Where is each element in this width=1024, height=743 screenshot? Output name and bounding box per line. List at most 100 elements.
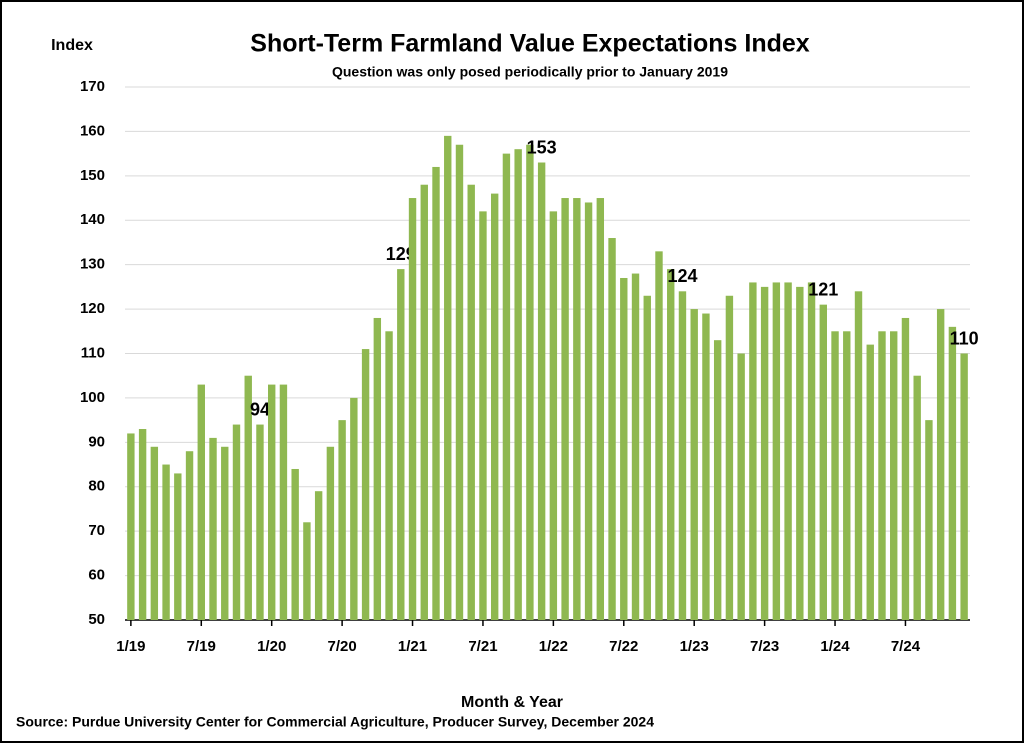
bar — [702, 313, 710, 620]
bar — [303, 522, 311, 620]
bar — [584, 202, 593, 620]
bar — [256, 424, 264, 620]
bar — [385, 331, 393, 620]
bar — [514, 149, 522, 620]
bar — [737, 353, 745, 620]
bar — [596, 198, 605, 620]
bar — [209, 437, 217, 620]
bar — [561, 198, 569, 620]
x-tick-label: 1/23 — [680, 638, 709, 655]
x-tick-label: 7/20 — [328, 638, 357, 655]
y-tick-label: 100 — [80, 389, 105, 406]
bar — [620, 277, 628, 620]
y-tick-label: 80 — [88, 478, 105, 495]
bar — [174, 473, 182, 620]
x-tick-label: 7/19 — [187, 638, 216, 655]
bar — [397, 269, 405, 620]
y-tick-label: 150 — [80, 167, 105, 184]
y-tick-label: 130 — [80, 256, 105, 273]
bar — [361, 349, 370, 620]
bar — [268, 384, 276, 620]
bar — [784, 282, 792, 620]
x-tick-label: 7/24 — [891, 638, 921, 655]
bar — [432, 166, 440, 620]
bar — [138, 429, 147, 620]
bar — [796, 286, 804, 620]
bar — [925, 420, 933, 620]
bar — [279, 384, 288, 620]
bar — [807, 282, 816, 620]
bar — [162, 464, 170, 620]
bar — [678, 291, 687, 620]
data-label: 129 — [386, 244, 416, 264]
bar — [467, 184, 475, 620]
bar — [444, 135, 452, 620]
bar — [890, 331, 898, 620]
bar — [221, 446, 229, 620]
bar — [843, 331, 851, 620]
x-axis-label: Month & Year — [461, 694, 563, 711]
bar — [866, 344, 874, 620]
y-tick-label: 70 — [88, 522, 105, 539]
x-tick-label: 1/20 — [257, 638, 286, 655]
bar — [326, 446, 335, 620]
y-tick-label: 110 — [81, 344, 105, 361]
bar — [185, 451, 194, 620]
x-tick-label: 7/23 — [750, 638, 779, 655]
x-tick-label: 1/22 — [539, 638, 568, 655]
x-tick-label: 7/22 — [609, 638, 638, 655]
chart-title: Short-Term Farmland Value Expectations I… — [250, 30, 809, 58]
y-tick-label: 170 — [80, 78, 105, 95]
bar — [373, 317, 382, 620]
bar — [314, 491, 323, 620]
bar — [643, 295, 651, 620]
bar — [479, 211, 487, 620]
bar — [232, 424, 241, 620]
bar — [608, 238, 616, 620]
data-label: 153 — [527, 137, 557, 157]
bar — [502, 153, 511, 620]
bar — [408, 198, 417, 620]
bar — [420, 184, 428, 620]
bar — [526, 144, 534, 620]
bar — [831, 331, 839, 620]
bar — [690, 309, 698, 620]
x-tick-label: 1/21 — [398, 638, 427, 655]
bar — [948, 326, 957, 620]
bar — [760, 286, 769, 620]
y-tick-label: 60 — [88, 567, 105, 584]
y-tick-label: 90 — [88, 433, 105, 450]
x-tick-label: 1/24 — [820, 638, 850, 655]
chart-subtitle: Question was only posed periodically pri… — [332, 64, 728, 80]
y-tick-label: 50 — [88, 611, 105, 628]
source-note: Source: Purdue University Center for Com… — [16, 714, 654, 730]
bar — [338, 420, 346, 620]
y-tick-label: 160 — [80, 122, 105, 139]
y-tick-label: 120 — [80, 300, 105, 317]
bar — [819, 304, 827, 620]
bar — [667, 269, 675, 620]
bar — [291, 468, 299, 620]
bar — [490, 193, 499, 620]
bar — [960, 353, 968, 620]
data-label: 110 — [950, 328, 979, 348]
y-tick-label: 140 — [80, 211, 105, 228]
data-label: 94 — [250, 399, 270, 419]
bar — [455, 144, 464, 620]
bar — [713, 340, 722, 620]
bar — [913, 375, 921, 620]
bar — [631, 273, 640, 620]
bar — [350, 397, 358, 620]
bar — [150, 446, 159, 620]
data-label: 124 — [667, 266, 697, 286]
bar — [127, 433, 135, 620]
bar — [878, 331, 886, 620]
bar — [537, 162, 546, 620]
x-tick-label: 1/19 — [116, 638, 145, 655]
bar — [573, 198, 581, 620]
bar — [854, 291, 863, 620]
bar — [244, 375, 252, 620]
bar — [901, 317, 910, 620]
